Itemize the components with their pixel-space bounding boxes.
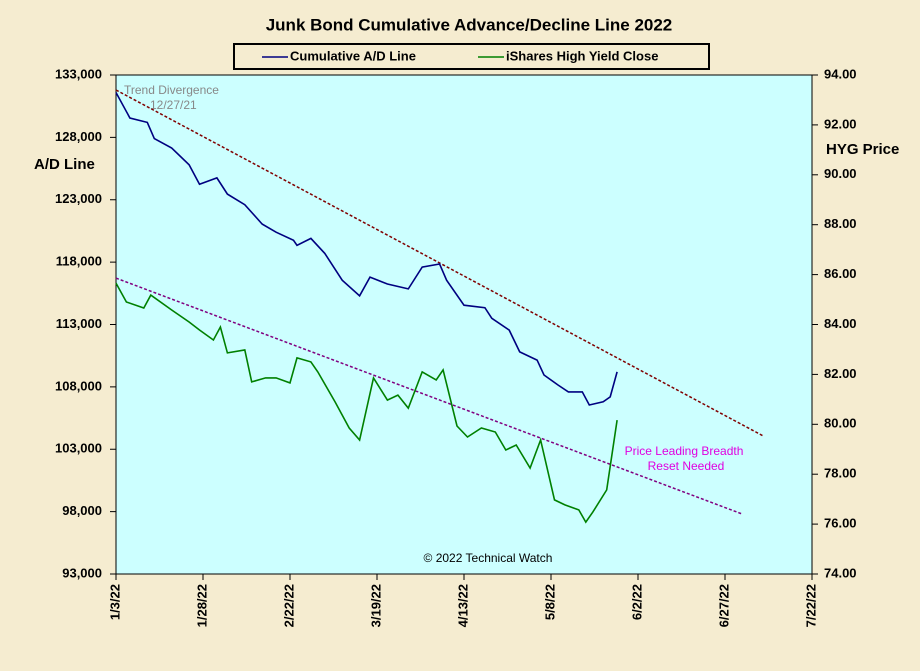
y-tick-label: 118,000 (56, 254, 102, 269)
x-tick-label: 1/3/22 (107, 584, 122, 620)
y-tick-label: 108,000 (55, 378, 102, 393)
annotation: Trend Divergence (124, 83, 219, 97)
y2-tick-label: 76.00 (824, 516, 857, 531)
x-tick-label: 2/22/22 (281, 584, 296, 627)
y-tick-label: 133,000 (55, 66, 102, 81)
legend-label: Cumulative A/D Line (290, 48, 416, 63)
series-line (115, 92, 618, 406)
trend-line (115, 89, 764, 437)
y-tick-label: 128,000 (55, 129, 102, 144)
y2-tick-label: 78.00 (824, 466, 857, 481)
y2-axis-label: HYG Price (826, 141, 899, 158)
series-line (115, 282, 618, 524)
legend-box (233, 43, 710, 70)
annotation: 12/27/21 (150, 98, 197, 112)
y-tick-label: 123,000 (55, 191, 102, 206)
y2-tick-label: 82.00 (824, 366, 857, 381)
plot-area (115, 74, 813, 575)
y2-tick-label: 92.00 (824, 116, 857, 131)
y2-tick-label: 88.00 (824, 216, 857, 231)
y2-tick-label: 94.00 (824, 66, 857, 81)
y-axis-label: A/D Line (34, 156, 95, 173)
y2-tick-label: 90.00 (824, 166, 857, 181)
y-tick-label: 113,000 (56, 316, 102, 331)
x-tick-label: 6/2/22 (629, 584, 644, 620)
y2-tick-label: 74.00 (824, 565, 857, 580)
y2-tick-label: 86.00 (824, 266, 857, 281)
trend-line (115, 277, 743, 515)
annotation: Reset Needed (648, 459, 725, 473)
legend-label: iShares High Yield Close (506, 48, 658, 63)
y2-tick-label: 84.00 (824, 316, 857, 331)
x-tick-label: 3/19/22 (368, 584, 383, 627)
y-tick-label: 93,000 (62, 565, 102, 580)
x-tick-label: 4/13/22 (455, 584, 470, 627)
x-tick-label: 1/28/22 (194, 584, 209, 627)
y2-tick-label: 80.00 (824, 416, 857, 431)
annotation: Price Leading Breadth (625, 444, 744, 458)
y-tick-label: 103,000 (55, 441, 102, 456)
x-tick-label: 5/8/22 (542, 584, 557, 620)
x-tick-label: 6/27/22 (716, 584, 731, 627)
copyright: © 2022 Technical Watch (424, 551, 553, 565)
y-tick-label: 98,000 (62, 503, 102, 518)
chart-title: Junk Bond Cumulative Advance/Decline Lin… (266, 15, 673, 34)
x-tick-label: 7/22/22 (803, 584, 818, 627)
